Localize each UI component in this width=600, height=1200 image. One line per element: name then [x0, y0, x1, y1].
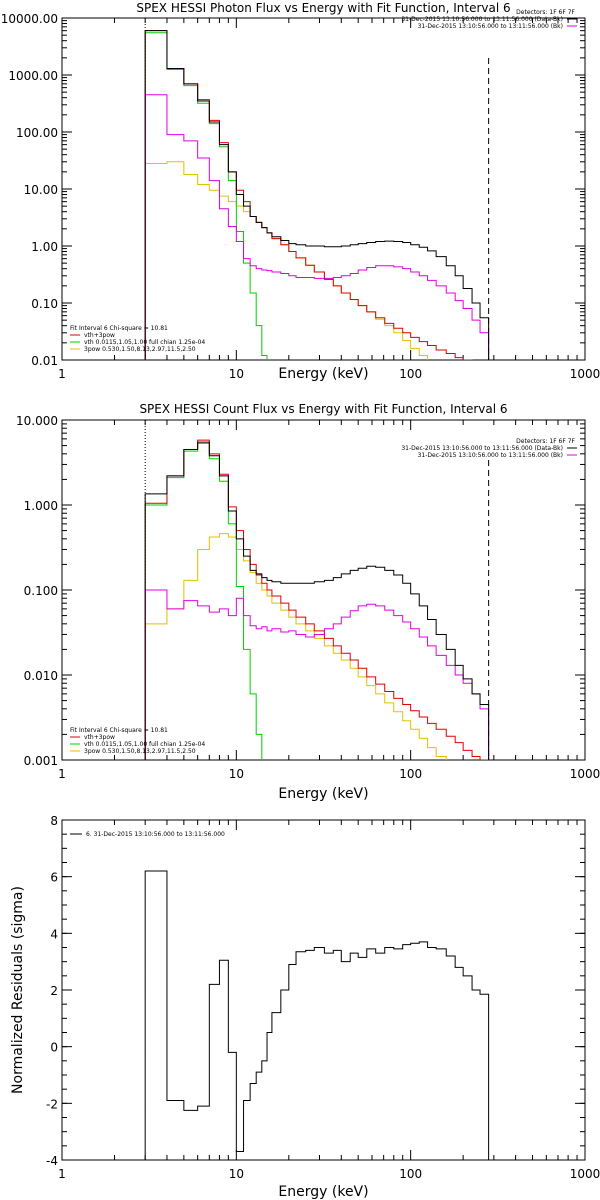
- legend-bottom-left-entry: Fit Interval 6 Chi-square = 10.81: [70, 325, 168, 332]
- x-tick-label: 100: [399, 367, 422, 381]
- legend-top-right-entry: 31-Dec-2015 13:10:56.000 to 13:11:56.000…: [401, 445, 563, 452]
- x-tick-label: 1000: [570, 367, 600, 381]
- x-tick-label: 100: [399, 1167, 422, 1181]
- legend-top-right-entry: Detectors: 1F 6F 7F: [516, 438, 575, 445]
- y-tick-label: 0.010: [24, 669, 58, 683]
- plot-area: [144, 420, 490, 760]
- y-tick-label: 10.000: [16, 414, 58, 428]
- x-tick-label: 10: [229, 767, 244, 781]
- plot-area: [144, 18, 490, 360]
- x-tick-label: 10: [229, 1167, 244, 1181]
- x-tick-label: 1000: [570, 767, 600, 781]
- y-axis-label: Normalized Residuals (sigma): [10, 886, 26, 1094]
- x-axis-label: Energy (keV): [278, 1184, 368, 1200]
- y-tick-label: 0.100: [24, 584, 58, 598]
- legend-bottom-left-entry: vth 0.0115,1.05,1.00 full chian 1.25e-04: [84, 741, 205, 748]
- chart-panel-3: 1 10 100 1000 -4 -2 0 2 4 6 8 Energy (keV) Normalize…: [10, 814, 600, 1200]
- y-tick-label: 0.01: [31, 354, 58, 368]
- series-data-bk-line: [144, 441, 490, 760]
- legend-top-right-entry: 31-Dec-2015 13:10:56.000 to 13:11:56.000…: [418, 452, 563, 459]
- x-tick-label: 1: [58, 1167, 66, 1181]
- y-tick-label: 8: [50, 814, 58, 828]
- x-tick-label: 10: [229, 367, 244, 381]
- legend-top-right-entry: Detectors: 1F 6F 7F: [516, 9, 575, 16]
- y-tick-label: 2: [50, 984, 58, 998]
- y-tick-label: 0.10: [31, 297, 58, 311]
- y-tick-label: 6: [50, 871, 58, 885]
- x-tick-label: 100: [399, 767, 422, 781]
- x-axis-label: Energy (keV): [278, 366, 368, 382]
- chart-title: SPEX HESSI Photon Flux vs Energy with Fi…: [136, 1, 510, 15]
- legend-bottom-left-entry: 3pow 0.530,1.50,8.13,2.97,11.5,2.50: [84, 748, 196, 755]
- series-3pow-line: [144, 533, 490, 760]
- y-tick-label: -4: [46, 1154, 58, 1168]
- x-tick-label: 1000: [570, 1167, 600, 1181]
- y-tick-label: 4: [50, 927, 58, 941]
- series-residuals-line: [144, 870, 490, 1160]
- chart-panel-1: SPEX HESSI Photon Flux vs Energy with Fi…: [1, 1, 600, 382]
- y-tick-label: 0.001: [24, 754, 58, 768]
- legend-bottom-left-entry: 3pow 0.530,1.50,8.13,2.97,11.5,2.50: [84, 346, 196, 353]
- series-data-bk-line: [144, 30, 490, 360]
- x-tick-label: 1: [58, 367, 66, 381]
- legend-top-right-entry: 31-Dec-2015 13:10:56.000 to 13:11:56.000…: [418, 23, 563, 30]
- y-tick-label: 0: [50, 1041, 58, 1055]
- plot-area: [144, 870, 490, 1160]
- x-tick-label: 1: [58, 767, 66, 781]
- y-tick-label: 1.000: [24, 499, 58, 513]
- legend-bottom-left-entry: vth 0.0115,1.05,1.00 full chian 1.25e-04: [84, 339, 205, 346]
- legend-top-left-entry: 6. 31-Dec-2015 13:10:56.000 to 13:11:56.…: [86, 831, 225, 838]
- legend-bottom-left-entry: Fit Interval 6 Chi-square = 10.81: [70, 727, 168, 734]
- y-tick-label: 1000.00: [8, 69, 58, 83]
- x-axis-label: Energy (keV): [278, 786, 368, 802]
- legend-bottom-left-entry: vth+3pow: [84, 734, 115, 741]
- y-tick-label: -2: [46, 1097, 58, 1111]
- y-tick-label: 10000.00: [1, 12, 58, 26]
- legend-top-right-entry: 31-Dec-2015 13:10:56.000 to 13:11:56.000…: [401, 16, 563, 23]
- chart-panel-2: SPEX HESSI Count Flux vs Energy with Fit…: [16, 402, 600, 802]
- series-bk-line: [144, 589, 490, 760]
- series-bk-line: [144, 94, 490, 360]
- y-tick-label: 100.00: [16, 126, 58, 140]
- y-tick-label: 10.00: [24, 183, 58, 197]
- legend-bottom-left-entry: vth+3pow: [84, 332, 115, 339]
- y-tick-label: 1.00: [31, 240, 58, 254]
- chart-title: SPEX HESSI Count Flux vs Energy with Fit…: [139, 402, 507, 416]
